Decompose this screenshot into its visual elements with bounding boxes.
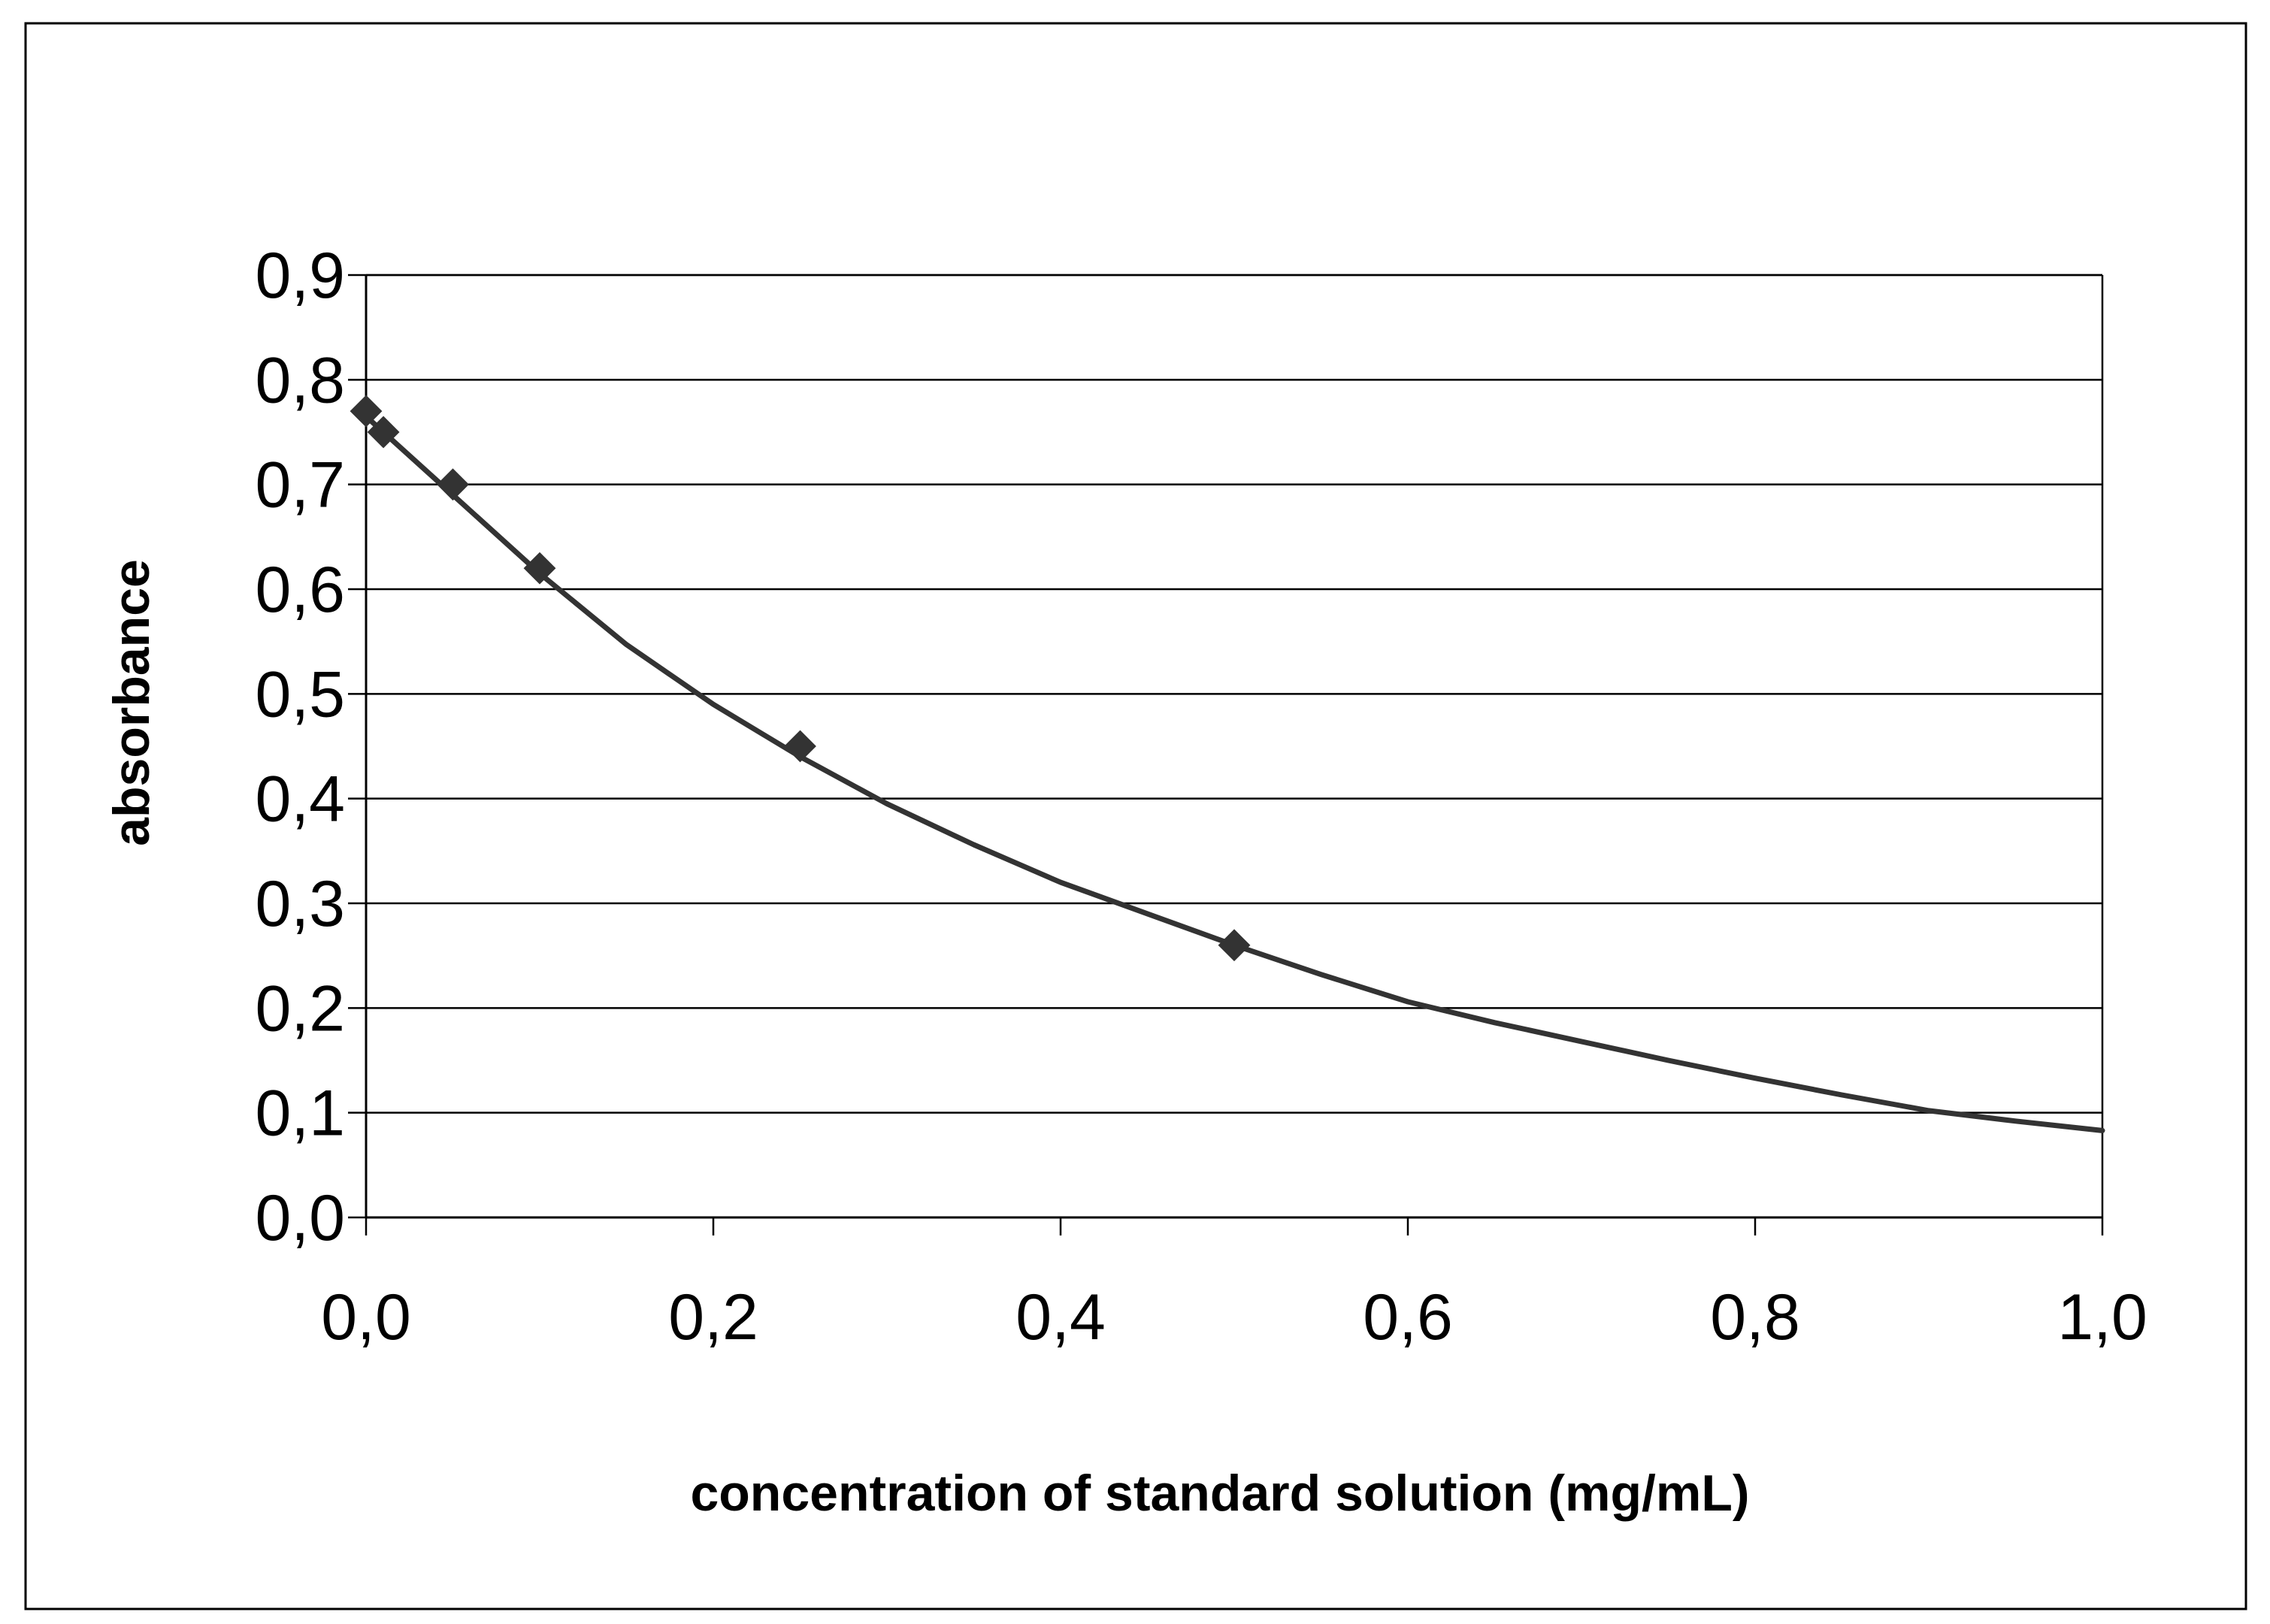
y-tick-label: 0,6 [255, 554, 345, 626]
data-point [367, 416, 400, 449]
tick-labels: 0,0 0,1 0,2 0,3 0,4 0,5 0,6 0,7 0,8 0,9 0,0 0,2 0,4 0… [255, 240, 2147, 1353]
x-tick-label: 0,8 [1710, 1281, 1800, 1353]
y-tick-label: 0,4 [255, 764, 345, 836]
data-point [437, 468, 469, 501]
data-point [350, 395, 383, 428]
y-tick-label: 0,8 [255, 344, 345, 416]
y-tick-label: 0,2 [255, 972, 345, 1045]
x-tick-label: 0,4 [1015, 1281, 1106, 1353]
y-tick-label: 0,5 [255, 658, 345, 730]
y-tick-label: 0,3 [255, 868, 345, 940]
data-point [523, 552, 556, 585]
y-tick-label: 0,7 [255, 449, 345, 522]
y-tick-label: 0,1 [255, 1078, 345, 1150]
data-point [784, 730, 816, 763]
axes [348, 274, 2104, 1235]
x-tick-label: 0,6 [1363, 1281, 1453, 1353]
x-tick-label: 0,2 [668, 1281, 758, 1353]
x-tick-label: 0,0 [321, 1281, 411, 1353]
x-axis-title: concentration of standard solution (mg/m… [690, 1465, 1749, 1522]
y-tick-label: 0,9 [255, 240, 345, 312]
x-tick-label: 1,0 [2057, 1281, 2147, 1353]
series [350, 395, 2105, 1133]
y-tick-label: 0,0 [255, 1182, 345, 1254]
data-point [1218, 929, 1251, 962]
outer-frame [24, 22, 2247, 1610]
y-axis-title: absorbance [103, 559, 160, 846]
